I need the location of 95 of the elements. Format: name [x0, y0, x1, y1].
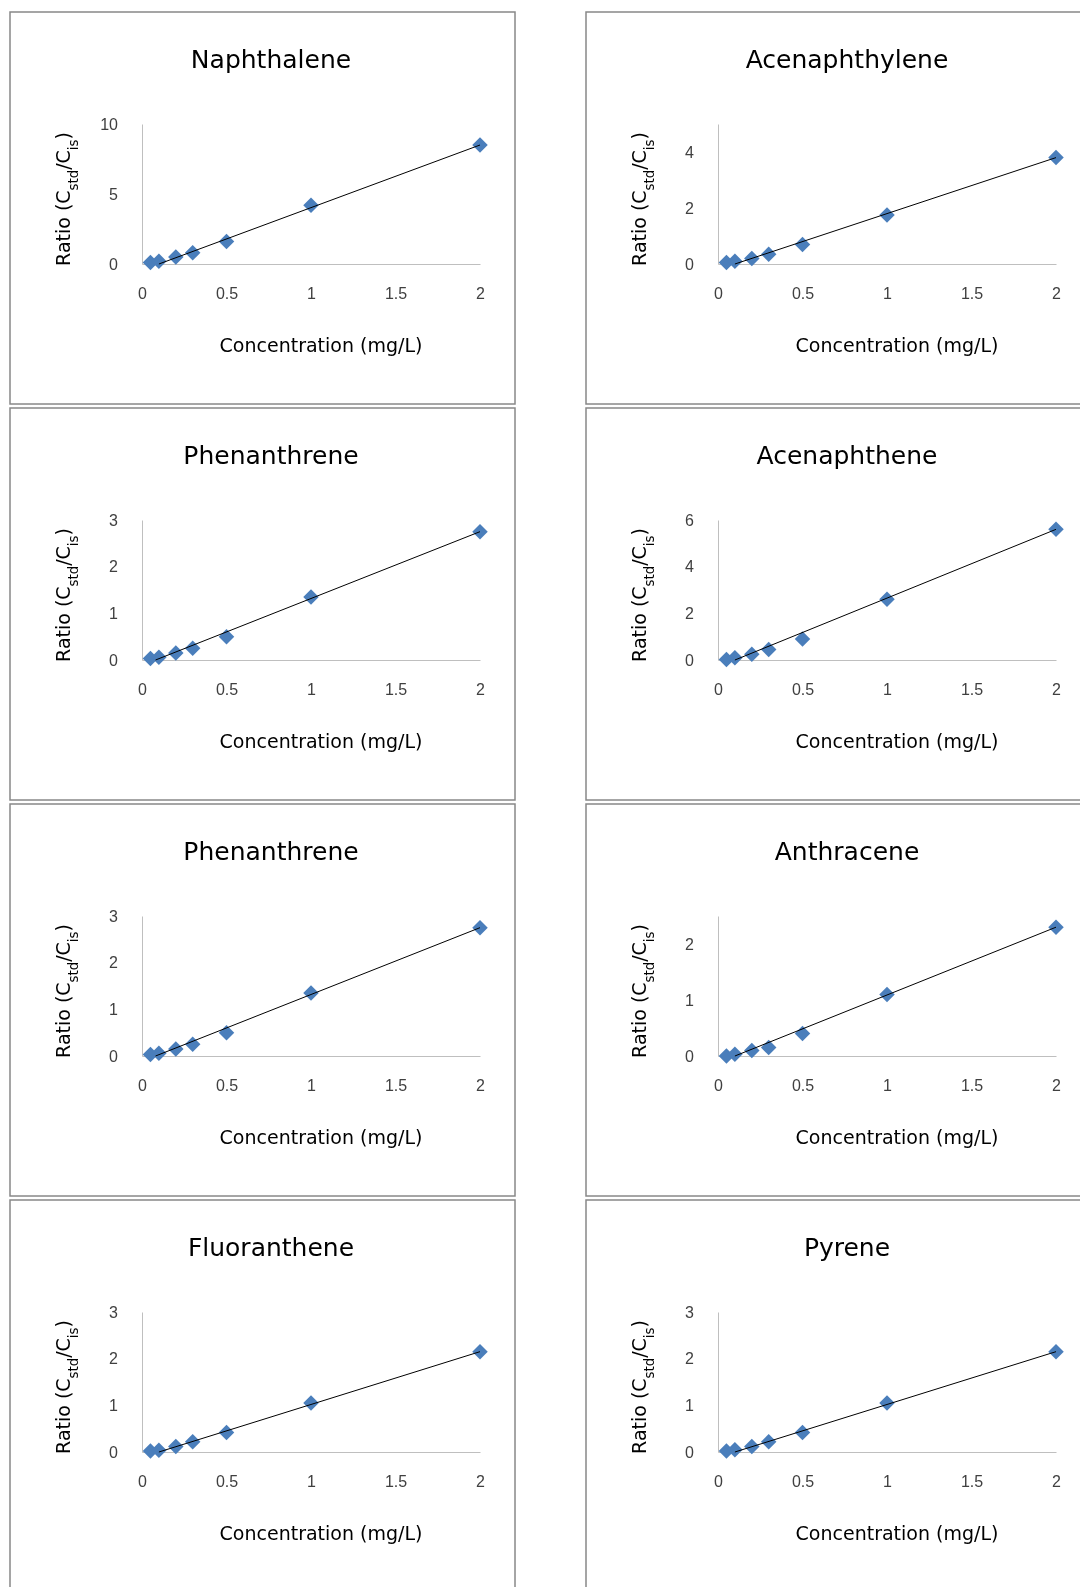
y-tick-label: 2 — [109, 558, 119, 576]
y-tick-label: 1 — [685, 1396, 695, 1414]
y-tick-label: 0 — [685, 651, 695, 669]
point — [1048, 521, 1064, 538]
y-tick-label: 3 — [109, 1303, 119, 1321]
x-tick-label: 0 — [138, 1077, 148, 1095]
chart-title: Pyrene — [803, 1233, 891, 1262]
y-tick-label: 2 — [685, 604, 695, 622]
x-tick-label: 1.5 — [960, 681, 984, 699]
x-tick-label: 0.5 — [791, 1473, 815, 1491]
x-axis-title: Concentration (mg/L) — [219, 1522, 423, 1544]
x-tick-label: 0.5 — [215, 1077, 239, 1095]
x-tick-label: 1 — [883, 681, 893, 699]
y-tick-label: 4 — [685, 558, 695, 576]
x-tick-label: 0.5 — [215, 681, 239, 699]
x-axis-title: Concentration (mg/L) — [795, 334, 999, 356]
x-tick-label: 2 — [1052, 681, 1062, 699]
x-tick-label: 1.5 — [960, 1473, 984, 1491]
chart-title: Acenaphthylene — [745, 45, 949, 74]
y-tick-label: 0 — [109, 1443, 119, 1461]
chart-title: Naphthalene — [190, 45, 352, 74]
y-tick-label: 2 — [685, 199, 695, 217]
x-tick-label: 2 — [476, 285, 486, 303]
point — [727, 649, 743, 666]
y-tick-label: 3 — [109, 907, 119, 925]
y-tick-label: 1 — [109, 1396, 119, 1414]
x-tick-label: 0 — [138, 1473, 148, 1491]
x-tick-label: 2 — [476, 1473, 486, 1491]
y-tick-label: 2 — [109, 1350, 119, 1368]
y-tick-label: 6 — [685, 511, 695, 529]
y-tick-label: 2 — [109, 954, 119, 972]
x-tick-label: 1 — [307, 1473, 317, 1491]
x-tick-label: 1.5 — [384, 1077, 408, 1095]
x-tick-label: 0 — [714, 1077, 724, 1095]
chart-title: Fluoranthene — [187, 1233, 355, 1262]
y-tick-label: 4 — [685, 143, 695, 161]
x-tick-label: 2 — [476, 681, 486, 699]
y-tick-label: 3 — [685, 1303, 695, 1321]
y-tick-label: 1 — [109, 1000, 119, 1018]
y-tick-label: 0 — [109, 651, 119, 669]
y-tick-label: 0 — [685, 1047, 695, 1065]
point — [472, 523, 488, 540]
y-tick-label: 1 — [109, 604, 119, 622]
point — [727, 1046, 743, 1063]
x-tick-label: 2 — [1052, 1473, 1062, 1491]
x-tick-label: 2 — [1052, 1077, 1062, 1095]
point — [472, 919, 488, 936]
y-tick-label: 2 — [685, 935, 695, 953]
y-tick-label: 10 — [100, 115, 119, 133]
y-tick-label: 3 — [109, 511, 119, 529]
x-axis-title: Concentration (mg/L) — [219, 730, 423, 752]
y-tick-label: 5 — [109, 185, 119, 203]
point — [760, 1039, 777, 1056]
x-tick-label: 0 — [138, 285, 148, 303]
y-tick-label: 0 — [109, 255, 119, 273]
x-tick-label: 1.5 — [384, 1473, 408, 1491]
x-tick-label: 0.5 — [791, 285, 815, 303]
x-tick-label: 1 — [307, 1077, 317, 1095]
x-tick-label: 0 — [714, 1473, 724, 1491]
x-tick-label: 0 — [714, 681, 724, 699]
x-tick-label: 1 — [883, 285, 893, 303]
point — [472, 1343, 488, 1360]
x-tick-label: 1.5 — [960, 1077, 984, 1095]
x-tick-label: 0.5 — [791, 1077, 815, 1095]
x-axis-title: Concentration (mg/L) — [795, 730, 999, 752]
chart-title: Phenanthrene — [183, 837, 359, 866]
x-tick-label: 1.5 — [384, 681, 408, 699]
y-tick-label: 0 — [685, 1443, 695, 1461]
x-tick-label: 1.5 — [960, 285, 984, 303]
x-tick-label: 0.5 — [215, 285, 239, 303]
chart-title: Phenanthrene — [183, 441, 359, 470]
x-tick-label: 1.5 — [384, 285, 408, 303]
y-tick-label: 0 — [685, 255, 695, 273]
y-tick-label: 0 — [109, 1047, 119, 1065]
x-tick-label: 0 — [714, 285, 724, 303]
point — [1048, 149, 1064, 166]
x-tick-label: 2 — [476, 1077, 486, 1095]
x-axis-title: Concentration (mg/L) — [795, 1522, 999, 1544]
x-tick-label: 1 — [883, 1473, 893, 1491]
x-axis-title: Concentration (mg/L) — [219, 334, 423, 356]
chart-title: Anthracene — [774, 837, 920, 866]
x-tick-label: 0 — [138, 681, 148, 699]
point — [1048, 1343, 1064, 1360]
x-tick-label: 1 — [307, 285, 317, 303]
point — [794, 631, 811, 647]
x-tick-label: 0.5 — [215, 1473, 239, 1491]
x-axis-title: Concentration (mg/L) — [795, 1126, 999, 1148]
y-tick-label: 2 — [685, 1350, 695, 1368]
y-tick-label: 1 — [685, 991, 695, 1009]
x-tick-label: 1 — [883, 1077, 893, 1095]
x-tick-label: 1 — [307, 681, 317, 699]
x-axis-title: Concentration (mg/L) — [219, 1126, 423, 1148]
chart-title: Acenaphthene — [756, 441, 938, 470]
x-tick-label: 2 — [1052, 285, 1062, 303]
x-tick-label: 0.5 — [791, 681, 815, 699]
